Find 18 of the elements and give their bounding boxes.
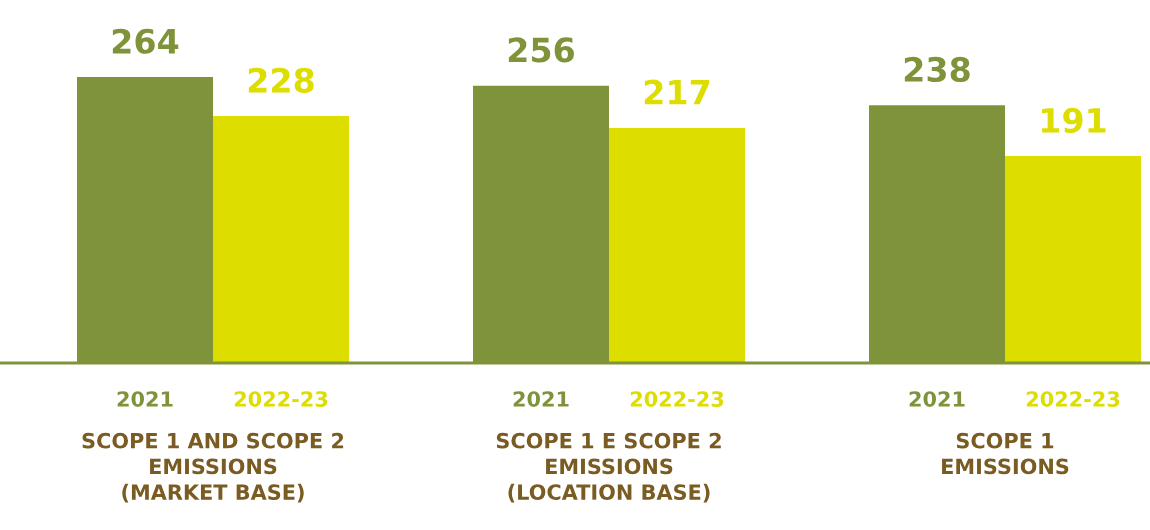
text: 2022-23 xyxy=(1026,391,1120,407)
text: 2022-23 xyxy=(630,391,724,407)
series-label: 2022-23 xyxy=(234,391,328,407)
data-label: 264 xyxy=(112,28,179,54)
data-label: 238 xyxy=(904,56,970,83)
x-tick-label: SCOPE 1 EMISSIONS xyxy=(942,432,1069,475)
text: 2021 xyxy=(909,391,965,407)
series-label: 2021 xyxy=(117,391,173,407)
bar xyxy=(1005,156,1141,363)
text: 2021 xyxy=(513,391,569,407)
x-tick-label: SCOPE 1 E SCOPE 2 EMISSIONS (LOCATION BASE) xyxy=(496,432,721,503)
data-label: 217 xyxy=(644,79,710,105)
x-tick-label: SCOPE 1 AND SCOPE 2 EMISSIONS (MARKET BASE) xyxy=(82,432,344,503)
data-label: 256 xyxy=(508,37,574,63)
bar xyxy=(609,127,745,363)
data-label: 228 xyxy=(248,67,314,93)
bar xyxy=(213,116,349,363)
data-label: 191 xyxy=(1041,107,1106,133)
